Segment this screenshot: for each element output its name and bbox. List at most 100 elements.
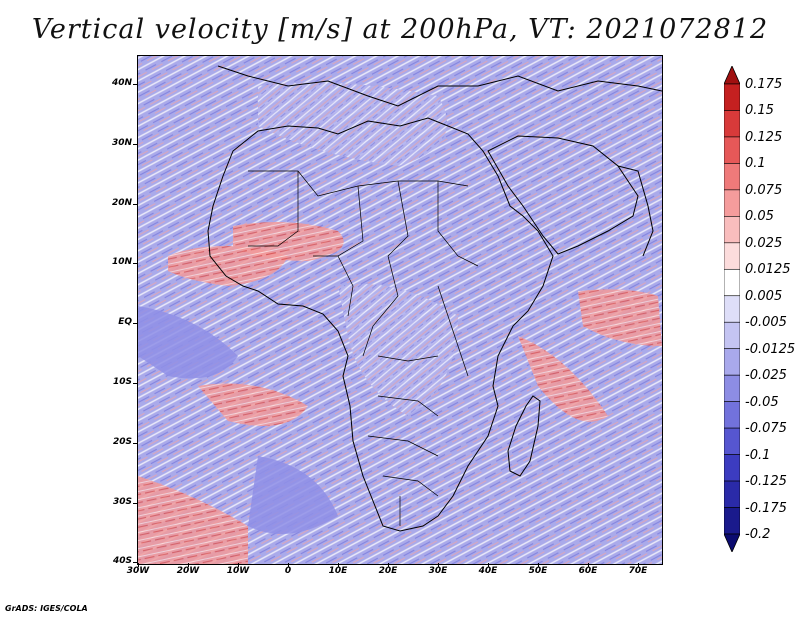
indian-ocean-updraft [578,289,662,346]
lon-label-30w: 30W [126,566,150,576]
lat-tick [133,203,137,205]
lat-tick [133,502,137,504]
lon-label-10e: 10E [328,566,348,576]
chart-title: Vertical velocity [m/s] at 200hPa, VT: 2… [31,14,769,45]
colorbar-swatch [723,216,741,244]
vertical-velocity-field [138,56,662,564]
lon-label-70e: 70E [628,566,648,576]
colorbar-label: 0.0125 [745,262,791,278]
velocity-anomaly-regions [138,82,662,564]
colorbar-label: 0.075 [745,182,783,198]
madagascar-coastline [507,395,541,477]
colorbar-label: -0.175 [745,500,787,516]
west-africa-updraft [168,246,288,286]
europe-coastline [217,65,662,107]
central-africa-field [338,284,458,416]
colorbar-swatch [723,268,741,297]
colorbar-swatch [723,427,741,455]
atlantic-band-updraft [198,383,308,426]
sahel-updraft [233,222,344,261]
colorbar-label: 0.125 [745,129,783,145]
lon-label-20w: 20W [176,566,200,576]
colorbar-swatch [723,401,741,429]
lat-label-10n: 10N [111,257,132,268]
lon-tick [488,563,489,567]
lon-tick [338,563,339,567]
lat-label-40n: 40N [111,78,132,88]
lon-label-30e: 30E [428,566,448,576]
colorbar-label: -0.1 [745,447,771,463]
lon-label-50e: 50E [528,566,548,576]
lat-label-10s: 10S [112,377,132,387]
colorbar-label: 0.15 [745,103,774,119]
colorbar-swatch [723,374,741,402]
lon-label-60e: 60E [578,566,598,576]
colorbar-swatch [723,136,741,164]
colorbar-swatch [723,348,741,376]
mozambique-band [518,336,608,422]
south-atlantic-updraft [138,476,248,564]
lat-tick [133,562,137,564]
colorbar-swatch [723,83,741,111]
colorbar-label: -0.0125 [745,341,796,357]
colorbar-label: -0.125 [745,474,787,490]
colorbar-label: -0.025 [745,368,787,384]
lat-tick [133,84,137,85]
colorbar-swatch [723,189,741,217]
gulf-of-guinea-downdraft [138,306,238,379]
colorbar-label: 0.05 [745,209,774,225]
colorbar-label: -0.005 [745,315,787,331]
lat-label-30s: 30S [112,496,132,507]
colorbar-swatch [723,242,741,270]
colorbar-label: -0.05 [745,394,779,410]
africa-coastline [207,117,554,532]
india-coastline [617,165,654,257]
lat-tick [133,323,137,325]
colorbar-swatch [723,507,741,535]
colorbar-label: 0.175 [745,77,783,92]
lon-tick [288,563,289,567]
lat-label-40s: 40S [112,556,132,567]
lon-label-0: 0 [284,566,292,576]
colorbar-label: 0.025 [745,235,783,251]
colorbar-swatch [723,295,741,323]
sahara-field [258,82,447,166]
lat-tick [133,263,137,265]
colorbar [723,65,741,553]
colorbar-label: -0.2 [745,527,771,542]
country-borders [248,170,479,526]
colorbar-top-arrow [723,65,741,85]
grads-credit: GrADS: IGES/COLA [5,604,88,613]
colorbar-bottom-arrow [723,533,741,553]
benguela-downdraft [248,456,338,534]
lon-tick [388,563,389,567]
coastlines [207,65,662,532]
lon-label-20e: 20E [378,566,398,576]
lon-tick [238,563,239,567]
colorbar-swatch [723,454,741,482]
lon-label-40e: 40E [478,566,498,576]
colorbar-label: 0.1 [745,156,766,172]
colorbar-swatch [723,163,741,191]
colorbar-swatch [723,321,741,350]
lon-label-10w: 10W [226,566,250,576]
lat-tick [133,383,137,384]
lon-tick [588,563,589,567]
colorbar-swatch [723,480,741,508]
lon-tick [188,563,189,567]
map-plot-area [137,55,663,565]
colorbar-label: -0.075 [745,421,787,437]
lat-label-20n: 20N [111,197,132,208]
lon-tick [638,563,639,567]
colorbar-swatches [723,65,741,553]
lon-tick [438,563,439,567]
lat-label-20s: 20S [112,436,132,447]
lat-label-eq: EQ [118,317,132,328]
lon-tick [538,563,539,567]
lat-tick [133,442,137,444]
colorbar-label: 0.005 [745,288,783,304]
lat-tick [133,143,137,145]
lon-tick [138,563,139,567]
arabia-coastline [487,135,639,255]
lat-label-30n: 30N [111,137,132,148]
